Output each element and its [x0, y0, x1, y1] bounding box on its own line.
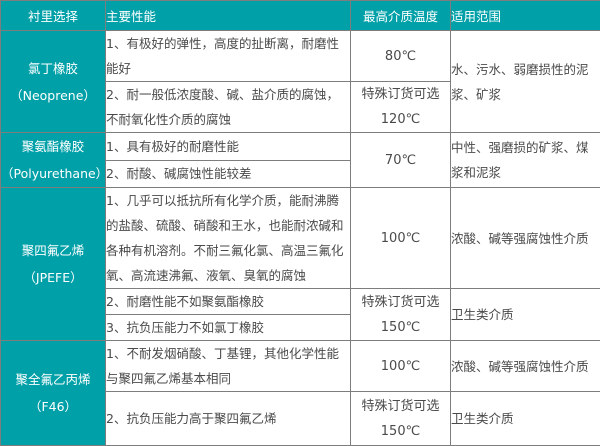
material-cell-f46: 聚全氟乙丙烯 （F46） [1, 341, 106, 446]
material-cell-neoprene: 氯丁橡胶 （Neoprene） [1, 31, 106, 133]
performance-cell: 1、几乎可以抵抗所有化学介质，能耐沸腾的盐酸、硫酸、硝酸和王水，也能耐浓碱和各种… [106, 188, 351, 289]
temperature-cell: 100℃ [351, 188, 451, 289]
table-header-row: 衬里选择 主要性能 最高介质温度 适用范围 [1, 1, 600, 31]
performance-cell: 3、抗负压能力不如氯丁橡胶 [106, 315, 351, 341]
application-cell: 中性、强磨损的矿浆、煤浆和泥浆 [451, 133, 600, 188]
table-row: 氯丁橡胶 （Neoprene） 1、有极好的弹性，高度的扯断离，耐磨性能好 80… [1, 31, 600, 82]
material-cell-polyurethane: 聚氨酯橡胶 （Polyurethane） [1, 133, 106, 188]
temperature-note: 特殊订货可选 [351, 290, 450, 315]
application-cell: 卫生类介质 [451, 392, 600, 446]
performance-cell: 2、耐磨性能不如聚氨酯橡胶 [106, 289, 351, 315]
material-cell-ptfe: 聚四氟乙烯 （JPEFE） [1, 188, 106, 341]
application-cell: 浓酸、碱等强腐蚀性介质 [451, 341, 600, 392]
material-en-name: （JPEFE） [1, 264, 105, 291]
temperature-value: 120℃ [351, 107, 450, 132]
performance-cell: 1、有极好的弹性，高度的扯断离，耐磨性能好 [106, 31, 351, 82]
application-cell: 浓酸、碱等强腐蚀性介质 [451, 188, 600, 289]
material-name: 聚氨酯橡胶 [1, 133, 105, 160]
temperature-cell: 特殊订货可选 120℃ [351, 82, 451, 133]
application-cell: 卫生类介质 [451, 289, 600, 341]
temperature-cell: 100℃ [351, 341, 451, 392]
table-row: 聚四氟乙烯 （JPEFE） 1、几乎可以抵抗所有化学介质，能耐沸腾的盐酸、硫酸、… [1, 188, 600, 289]
material-name: 聚四氟乙烯 [1, 237, 105, 264]
temperature-cell: 特殊订货可选 150℃ [351, 392, 451, 446]
lining-selection-page: 衬里选择 主要性能 最高介质温度 适用范围 氯丁橡胶 （Neoprene） 1、… [0, 0, 600, 427]
temperature-cell: 70℃ [351, 133, 451, 188]
material-name: 氯丁橡胶 [1, 55, 105, 82]
application-cell: 水、污水、弱磨损性的泥浆、矿浆 [451, 31, 600, 133]
temperature-note: 特殊订货可选 [351, 82, 450, 107]
performance-cell: 1、不耐发烟硝酸、丁基锂，其他化学性能与聚四氟乙烯基本相同 [106, 341, 351, 392]
temperature-cell: 特殊订货可选 150℃ [351, 289, 451, 341]
performance-cell: 2、抗负压能力高于聚四氟乙烯 [106, 392, 351, 446]
header-performance: 主要性能 [106, 1, 351, 31]
temperature-value: 150℃ [351, 315, 450, 340]
header-lining: 衬里选择 [1, 1, 106, 31]
material-en-name: （Neoprene） [1, 82, 105, 109]
table-row: 聚全氟乙丙烯 （F46） 1、不耐发烟硝酸、丁基锂，其他化学性能与聚四氟乙烯基本… [1, 341, 600, 392]
performance-cell: 1、具有极好的耐磨性能 [106, 133, 351, 161]
header-max-temp: 最高介质温度 [351, 1, 451, 31]
performance-cell: 2、耐酸、碱腐蚀性能较差 [106, 160, 351, 188]
performance-cell: 2、耐一般低浓度酸、碱、盐介质的腐蚀，不耐氧化性介质的腐蚀 [106, 82, 351, 133]
material-name: 聚全氟乙丙烯 [1, 366, 105, 393]
temperature-value: 150℃ [351, 419, 450, 444]
temperature-note: 特殊订货可选 [351, 394, 450, 419]
temperature-cell: 80℃ [351, 31, 451, 82]
header-application: 适用范围 [451, 1, 600, 31]
table-row: 聚氨酯橡胶 （Polyurethane） 1、具有极好的耐磨性能 70℃ 中性、… [1, 133, 600, 161]
material-en-name: （Polyurethane） [1, 160, 105, 187]
material-en-name: （F46） [1, 393, 105, 420]
